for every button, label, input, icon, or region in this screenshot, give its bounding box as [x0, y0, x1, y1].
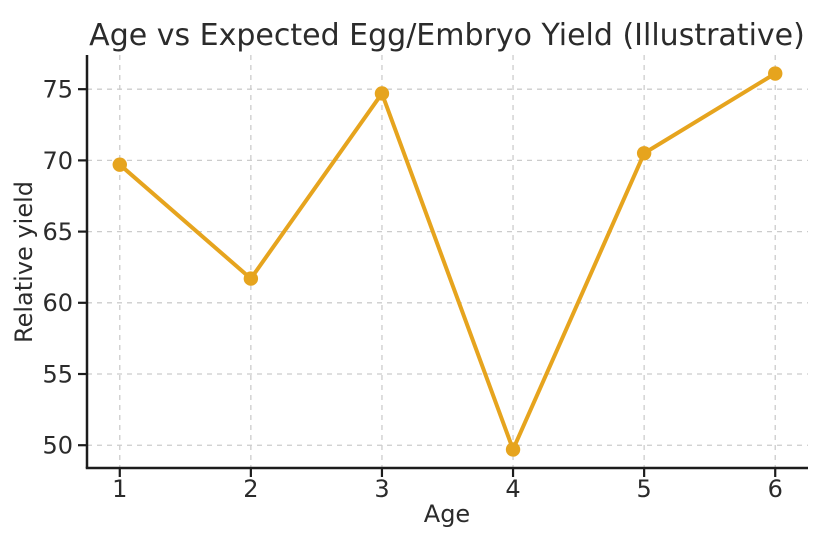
y-tick-labels: 50 55 60 65 70 75: [42, 76, 73, 460]
data-point: [505, 442, 521, 457]
x-tick-label: 6: [768, 475, 783, 503]
x-tick-label: 1: [112, 475, 127, 503]
y-tick-label: 60: [42, 289, 73, 317]
data-point: [243, 271, 259, 286]
y-tick-label: 50: [42, 432, 73, 460]
y-tick-label: 70: [42, 147, 73, 175]
data-point: [636, 146, 652, 161]
x-tick-label: 3: [374, 475, 389, 503]
tick-marks: [78, 88, 777, 477]
data-point: [112, 157, 127, 172]
y-tick-label: 75: [42, 76, 73, 104]
data-point: [374, 86, 390, 101]
chart-title: Age vs Expected Egg/Embryo Yield (Illust…: [89, 18, 805, 53]
data-line: [117, 71, 778, 452]
y-tick-label: 55: [42, 360, 73, 388]
axes-spines: [85, 55, 808, 470]
x-axis-label: Age: [424, 500, 470, 528]
y-axis-label: Relative yield: [10, 181, 38, 343]
x-tick-labels: 1 2 3 4 5 6: [112, 475, 783, 503]
data-markers: [112, 66, 783, 457]
data-point: [768, 66, 783, 81]
x-tick-label: 5: [636, 475, 651, 503]
gridlines: [87, 55, 808, 468]
y-tick-label: 65: [42, 218, 73, 246]
x-tick-label: 4: [505, 475, 520, 503]
x-tick-label: 2: [243, 475, 258, 503]
